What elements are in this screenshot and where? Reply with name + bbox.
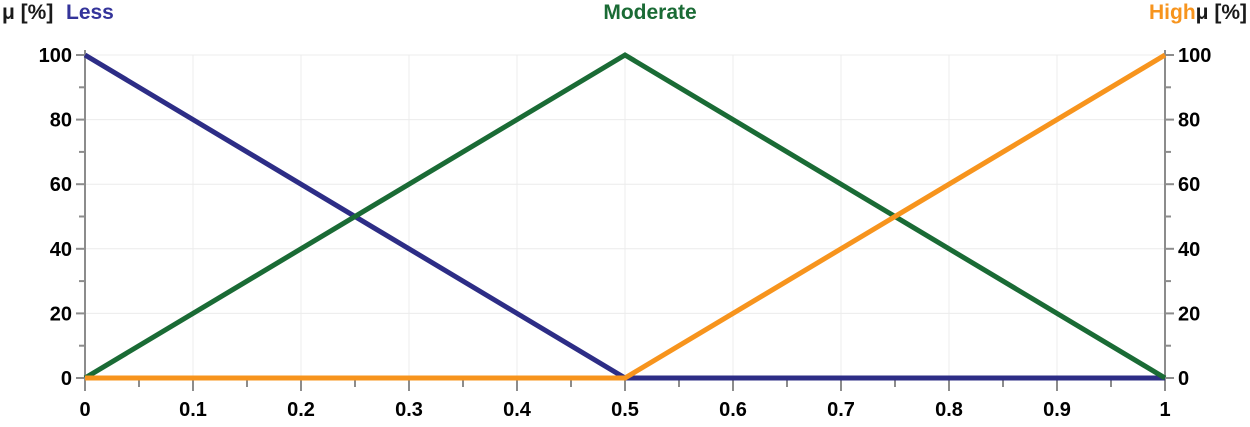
x-tick-label: 0.4: [503, 399, 532, 421]
right-header-group: High μ [%]: [1149, 1, 1247, 25]
series-label-high: High: [1149, 1, 1196, 24]
y-tick-label-right: 60: [1178, 174, 1200, 196]
x-tick-label: 0.9: [1043, 399, 1071, 421]
x-tick-label: 0.1: [179, 399, 207, 421]
y-tick-label-left: 100: [39, 45, 72, 67]
x-tick-label: 0.5: [611, 399, 639, 421]
y-tick-label-right: 80: [1178, 110, 1200, 132]
y-tick-label-left: 0: [61, 368, 72, 390]
series-line-high: [85, 52, 1167, 381]
y-tick-label-left: 60: [50, 174, 72, 196]
series-line-moderate: [83, 52, 1167, 381]
x-tick-label: 0.7: [827, 399, 855, 421]
right-axis-title: μ [%]: [1195, 1, 1247, 24]
x-tick-label: 0.3: [395, 399, 423, 421]
x-tick-label: 0: [79, 399, 90, 421]
x-tick-label: 0.6: [719, 399, 747, 421]
x-tick-label: 0.2: [287, 399, 315, 421]
series-label-moderate: Moderate: [603, 1, 697, 24]
y-tick-label-left: 80: [50, 110, 72, 132]
x-tick-label: 0.8: [935, 399, 963, 421]
series-label-less: Less: [66, 1, 114, 24]
y-tick-label-right: 40: [1178, 239, 1200, 261]
y-tick-label-right: 0: [1178, 368, 1189, 390]
x-tick-label: 1: [1159, 399, 1170, 421]
y-tick-label-left: 20: [50, 303, 72, 325]
y-tick-label-right: 20: [1178, 303, 1200, 325]
left-axis-title: μ [%]: [2, 1, 54, 24]
y-tick-label-right: 100: [1178, 45, 1211, 67]
y-tick-label-left: 40: [50, 239, 72, 261]
